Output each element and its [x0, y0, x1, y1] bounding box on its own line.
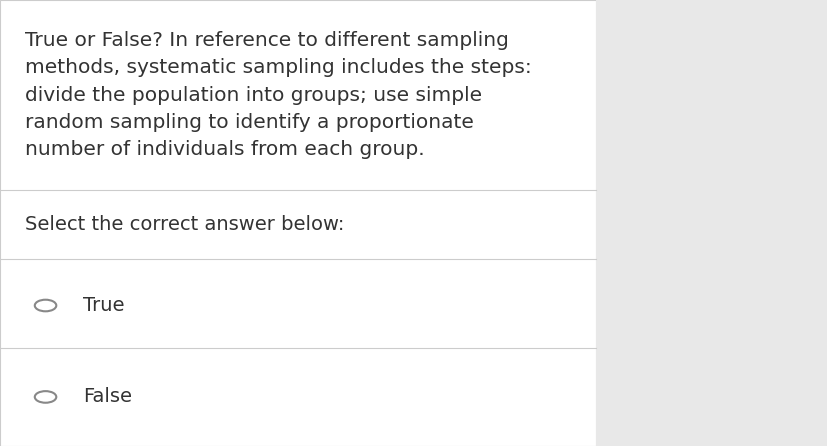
Text: True or False? In reference to different sampling
methods, systematic sampling i: True or False? In reference to different… — [25, 31, 531, 159]
FancyBboxPatch shape — [595, 0, 827, 446]
Text: Select the correct answer below:: Select the correct answer below: — [25, 215, 344, 234]
Text: True: True — [83, 296, 124, 315]
Text: False: False — [83, 388, 131, 406]
FancyBboxPatch shape — [0, 0, 595, 446]
